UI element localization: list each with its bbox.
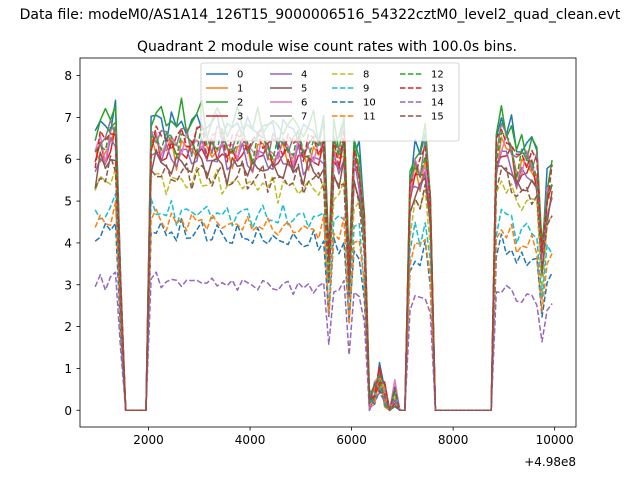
legend-frame — [200, 62, 460, 142]
legend-label-5: 5 — [301, 84, 307, 95]
legend-label-10: 10 — [363, 98, 376, 109]
legend-label-2: 2 — [237, 98, 243, 109]
y-tick-label: 1 — [64, 362, 72, 376]
y-axis: 0 1 2 3 4 5 6 7 8 — [64, 69, 80, 418]
x-tick-label: 6000 — [336, 433, 367, 447]
legend-label-9: 9 — [363, 84, 369, 95]
y-tick-label: 4 — [64, 236, 72, 250]
y-tick-label: 6 — [64, 153, 72, 167]
y-tick-label: 0 — [64, 404, 72, 418]
legend-label-13: 13 — [431, 84, 444, 95]
legend-label-15: 15 — [431, 112, 444, 123]
x-tick-label: 10000 — [536, 433, 574, 447]
legend-label-1: 1 — [237, 84, 243, 95]
y-tick-label: 7 — [64, 111, 72, 125]
y-tick-label: 8 — [64, 69, 72, 83]
legend-label-4: 4 — [301, 70, 307, 81]
x-axis: 2000 4000 6000 8000 10000 — [133, 427, 574, 447]
legend-label-6: 6 — [301, 98, 307, 109]
x-tick-label: 4000 — [235, 433, 266, 447]
legend-label-3: 3 — [237, 112, 243, 123]
x-offset-label: +4.98e8 — [524, 455, 576, 469]
chart-title: Quadrant 2 module wise count rates with … — [137, 39, 517, 55]
series-line-15 — [94, 155, 553, 412]
y-tick-label: 5 — [64, 195, 72, 209]
legend-label-14: 14 — [431, 98, 444, 109]
x-tick-label: 8000 — [438, 433, 469, 447]
figure-suptitle: Data file: modeM0/AS1A14_126T15_90000065… — [20, 7, 621, 23]
legend-label-12: 12 — [431, 70, 444, 81]
x-tick-label: 2000 — [133, 433, 164, 447]
legend-label-11: 11 — [363, 112, 376, 123]
y-tick-label: 3 — [64, 278, 72, 292]
legend-label-0: 0 — [237, 70, 243, 81]
legend-label-8: 8 — [363, 70, 369, 81]
legend-label-7: 7 — [301, 112, 307, 123]
plot-frame — [79, 57, 577, 428]
y-tick-label: 2 — [64, 320, 72, 334]
